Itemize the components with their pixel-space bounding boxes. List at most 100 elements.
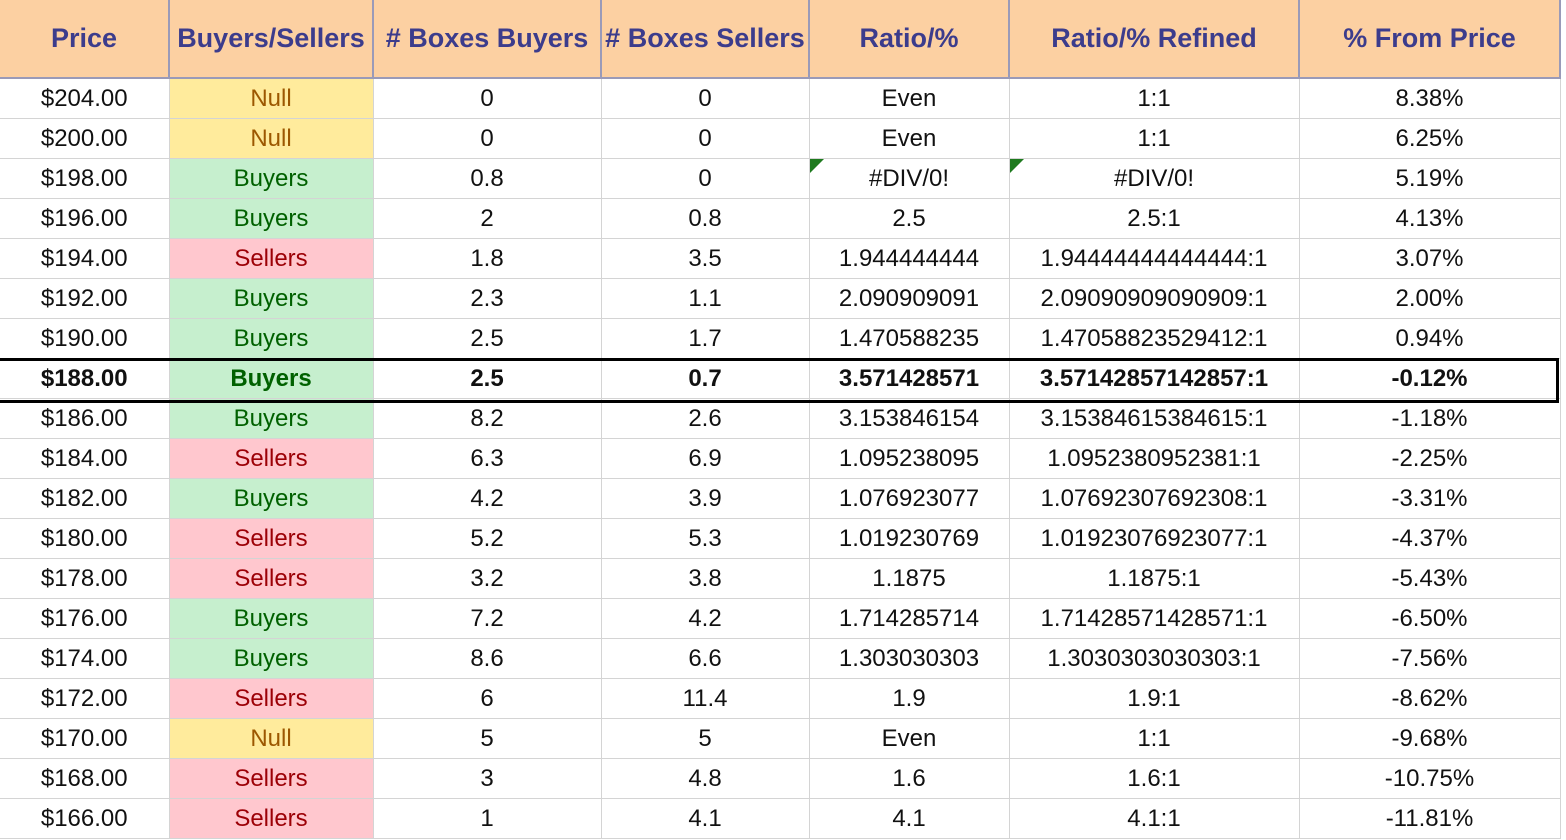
- ratio-cell[interactable]: 3.571428571: [809, 358, 1010, 399]
- buyers-sellers-cell[interactable]: Buyers: [169, 278, 374, 319]
- ratio-cell[interactable]: 2.5: [809, 198, 1010, 239]
- ratio-refined-cell[interactable]: 2.09090909090909:1: [1009, 278, 1300, 319]
- ratio-refined-cell[interactable]: 1.94444444444444:1: [1009, 238, 1300, 279]
- ratio-refined-cell[interactable]: 3.15384615384615:1: [1009, 398, 1300, 439]
- price-cell[interactable]: $166.00: [0, 798, 170, 839]
- ratio-refined-cell[interactable]: 1:1: [1009, 118, 1300, 159]
- boxes-sellers-cell[interactable]: 0.8: [601, 198, 810, 239]
- boxes-sellers-cell[interactable]: 2.6: [601, 398, 810, 439]
- ratio-refined-cell[interactable]: 2.5:1: [1009, 198, 1300, 239]
- from-price-cell[interactable]: 8.38%: [1299, 78, 1561, 119]
- from-price-cell[interactable]: 0.94%: [1299, 318, 1561, 359]
- boxes-buyers-cell[interactable]: 0: [373, 118, 602, 159]
- ratio-cell[interactable]: Even: [809, 118, 1010, 159]
- ratio-refined-cell[interactable]: 1.0952380952381:1: [1009, 438, 1300, 479]
- boxes-sellers-cell[interactable]: 5.3: [601, 518, 810, 559]
- buyers-sellers-cell[interactable]: Buyers: [169, 158, 374, 199]
- boxes-sellers-cell[interactable]: 6.9: [601, 438, 810, 479]
- boxes-sellers-cell[interactable]: 0.7: [601, 358, 810, 399]
- from-price-cell[interactable]: -6.50%: [1299, 598, 1561, 639]
- error-indicator-icon[interactable]: [809, 159, 824, 173]
- price-cell[interactable]: $180.00: [0, 518, 170, 559]
- boxes-buyers-cell[interactable]: 1.8: [373, 238, 602, 279]
- ratio-cell[interactable]: #DIV/0!: [809, 158, 1010, 199]
- price-cell[interactable]: $204.00: [0, 78, 170, 119]
- header-price[interactable]: Price: [0, 0, 170, 79]
- boxes-sellers-cell[interactable]: 0: [601, 78, 810, 119]
- price-cell[interactable]: $178.00: [0, 558, 170, 599]
- ratio-cell[interactable]: Even: [809, 78, 1010, 119]
- ratio-cell[interactable]: 3.153846154: [809, 398, 1010, 439]
- price-cell[interactable]: $168.00: [0, 758, 170, 799]
- price-cell[interactable]: $182.00: [0, 478, 170, 519]
- ratio-cell[interactable]: 1.714285714: [809, 598, 1010, 639]
- header-ratio-refined[interactable]: Ratio/% Refined: [1009, 0, 1300, 79]
- boxes-sellers-cell[interactable]: 4.2: [601, 598, 810, 639]
- boxes-buyers-cell[interactable]: 1: [373, 798, 602, 839]
- from-price-cell[interactable]: -4.37%: [1299, 518, 1561, 559]
- ratio-cell[interactable]: 1.6: [809, 758, 1010, 799]
- boxes-buyers-cell[interactable]: 7.2: [373, 598, 602, 639]
- price-cell[interactable]: $190.00: [0, 318, 170, 359]
- boxes-buyers-cell[interactable]: 3.2: [373, 558, 602, 599]
- from-price-cell[interactable]: 3.07%: [1299, 238, 1561, 279]
- from-price-cell[interactable]: -3.31%: [1299, 478, 1561, 519]
- buyers-sellers-cell[interactable]: Buyers: [169, 598, 374, 639]
- buyers-sellers-cell[interactable]: Sellers: [169, 518, 374, 559]
- buyers-sellers-cell[interactable]: Buyers: [169, 358, 374, 399]
- boxes-sellers-cell[interactable]: 3.9: [601, 478, 810, 519]
- boxes-sellers-cell[interactable]: 4.8: [601, 758, 810, 799]
- ratio-refined-cell[interactable]: #DIV/0!: [1009, 158, 1300, 199]
- from-price-cell[interactable]: -5.43%: [1299, 558, 1561, 599]
- boxes-buyers-cell[interactable]: 0.8: [373, 158, 602, 199]
- price-cell[interactable]: $198.00: [0, 158, 170, 199]
- from-price-cell[interactable]: -2.25%: [1299, 438, 1561, 479]
- price-cell[interactable]: $188.00: [0, 358, 170, 399]
- from-price-cell[interactable]: -10.75%: [1299, 758, 1561, 799]
- boxes-buyers-cell[interactable]: 2.5: [373, 318, 602, 359]
- boxes-sellers-cell[interactable]: 0: [601, 118, 810, 159]
- price-cell[interactable]: $184.00: [0, 438, 170, 479]
- ratio-refined-cell[interactable]: 1:1: [1009, 718, 1300, 759]
- boxes-buyers-cell[interactable]: 6.3: [373, 438, 602, 479]
- header-buyers-sellers[interactable]: Buyers/Sellers: [169, 0, 374, 79]
- ratio-cell[interactable]: 1.9: [809, 678, 1010, 719]
- from-price-cell[interactable]: -11.81%: [1299, 798, 1561, 839]
- buyers-sellers-cell[interactable]: Buyers: [169, 478, 374, 519]
- buyers-sellers-cell[interactable]: Sellers: [169, 558, 374, 599]
- boxes-sellers-cell[interactable]: 4.1: [601, 798, 810, 839]
- header-boxes-buyers[interactable]: # Boxes Buyers: [373, 0, 602, 79]
- boxes-sellers-cell[interactable]: 1.1: [601, 278, 810, 319]
- boxes-sellers-cell[interactable]: 1.7: [601, 318, 810, 359]
- ratio-cell[interactable]: 1.095238095: [809, 438, 1010, 479]
- boxes-buyers-cell[interactable]: 2: [373, 198, 602, 239]
- header-boxes-sellers[interactable]: # Boxes Sellers: [601, 0, 810, 79]
- from-price-cell[interactable]: -1.18%: [1299, 398, 1561, 439]
- boxes-sellers-cell[interactable]: 3.5: [601, 238, 810, 279]
- price-cell[interactable]: $170.00: [0, 718, 170, 759]
- buyers-sellers-cell[interactable]: Buyers: [169, 638, 374, 679]
- boxes-sellers-cell[interactable]: 11.4: [601, 678, 810, 719]
- boxes-sellers-cell[interactable]: 6.6: [601, 638, 810, 679]
- price-cell[interactable]: $196.00: [0, 198, 170, 239]
- ratio-cell[interactable]: 1.944444444: [809, 238, 1010, 279]
- ratio-refined-cell[interactable]: 1.1875:1: [1009, 558, 1300, 599]
- ratio-cell[interactable]: 1.470588235: [809, 318, 1010, 359]
- ratio-refined-cell[interactable]: 1.3030303030303:1: [1009, 638, 1300, 679]
- boxes-buyers-cell[interactable]: 6: [373, 678, 602, 719]
- ratio-cell[interactable]: 1.019230769: [809, 518, 1010, 559]
- from-price-cell[interactable]: -7.56%: [1299, 638, 1561, 679]
- ratio-cell[interactable]: Even: [809, 718, 1010, 759]
- boxes-buyers-cell[interactable]: 0: [373, 78, 602, 119]
- ratio-refined-cell[interactable]: 1.07692307692308:1: [1009, 478, 1300, 519]
- buyers-sellers-cell[interactable]: Null: [169, 78, 374, 119]
- boxes-sellers-cell[interactable]: 0: [601, 158, 810, 199]
- from-price-cell[interactable]: 6.25%: [1299, 118, 1561, 159]
- from-price-cell[interactable]: 5.19%: [1299, 158, 1561, 199]
- buyers-sellers-cell[interactable]: Buyers: [169, 398, 374, 439]
- ratio-refined-cell[interactable]: 1.6:1: [1009, 758, 1300, 799]
- error-indicator-icon[interactable]: [1009, 159, 1024, 173]
- ratio-refined-cell[interactable]: 1.01923076923077:1: [1009, 518, 1300, 559]
- buyers-sellers-cell[interactable]: Buyers: [169, 318, 374, 359]
- header-ratio[interactable]: Ratio/%: [809, 0, 1010, 79]
